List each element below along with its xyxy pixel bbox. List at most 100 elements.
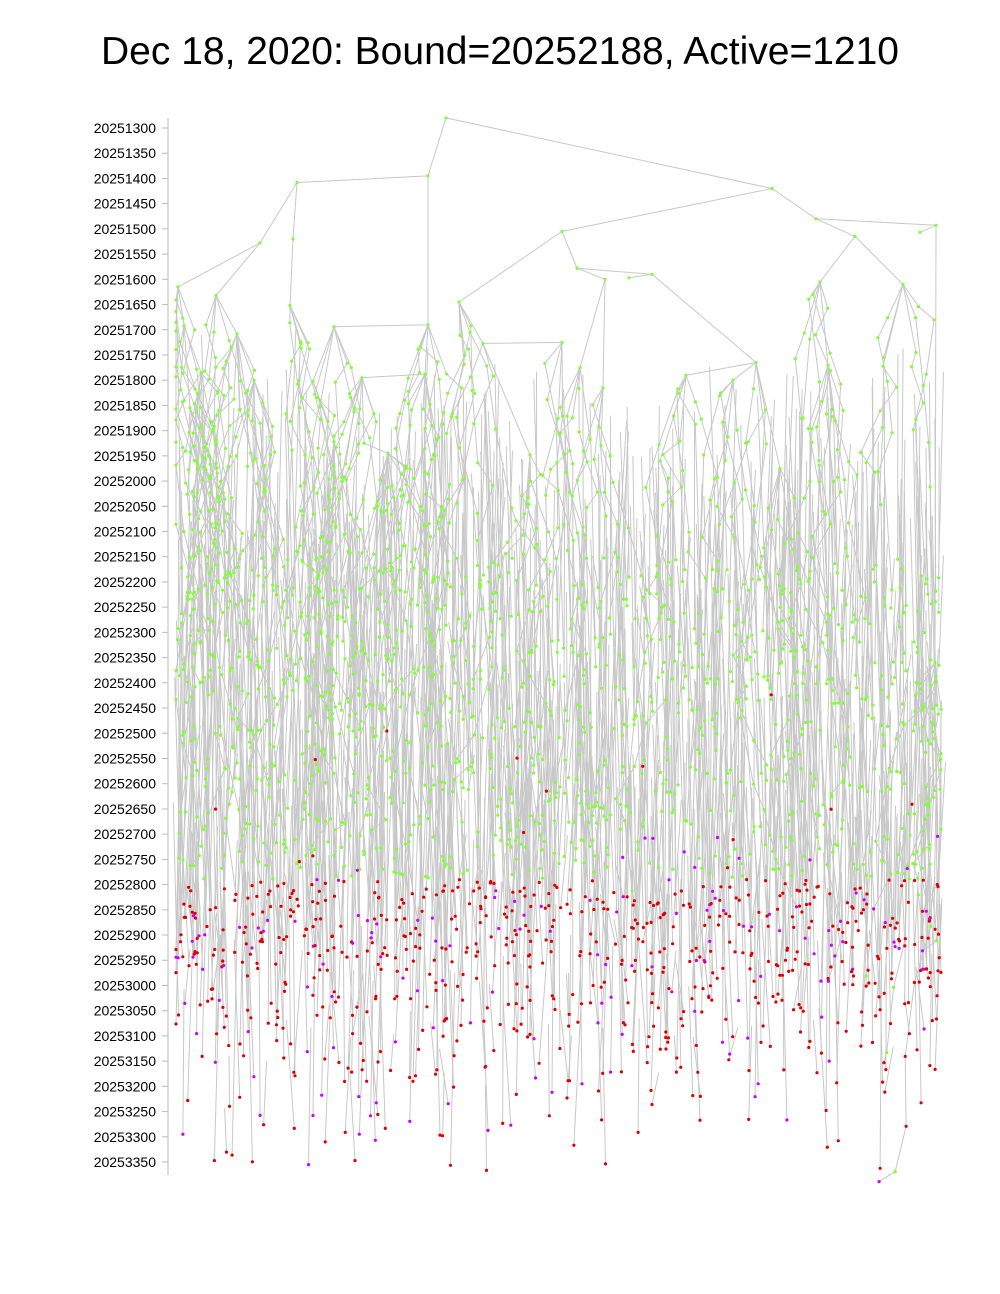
tree-node [617,698,621,702]
tree-node [227,338,231,343]
tree-node [305,679,309,683]
tree-node [751,387,756,391]
tree-edge [513,834,520,1029]
tree-edge [242,915,250,963]
tree-edge [328,855,334,1048]
tree-edge [291,676,295,894]
tree-node [595,897,599,901]
tree-edge [853,721,861,889]
tree-node [232,570,236,575]
tree-edge [394,654,398,772]
tree-node [448,944,452,948]
tree-node [491,592,495,596]
tree-node [203,777,207,781]
tree-edge [219,882,224,951]
tree-node [208,462,212,466]
tree-node [681,903,686,907]
tree-edge [637,1018,640,1133]
tree-node [633,918,637,922]
tree-node [913,722,917,726]
tree-edge [878,1171,896,1183]
tree-edge [262,899,268,942]
tree-node [765,678,770,682]
tree-edge [827,365,836,421]
tree-node [921,878,925,882]
tree-node [404,771,408,775]
tree-edge [563,512,566,677]
tree-node [398,588,402,593]
tree-edge [911,352,917,367]
tree-node [275,1009,279,1013]
tree-node [774,722,778,727]
tree-node [543,906,547,910]
tree-node [841,930,845,935]
tree-node [933,680,938,684]
tree-node [810,427,814,431]
tree-node [195,768,199,773]
tree-node [252,378,256,382]
tree-edge [345,479,351,515]
tree-node [654,575,658,579]
tree-edge [639,585,647,619]
tree-node [714,748,718,753]
tree-node [208,476,212,480]
tree-edge [428,454,434,524]
tree-edge [382,791,386,870]
tree-edge [367,793,376,893]
tree-edge [175,286,179,323]
tree-edge [348,521,357,738]
tree-node [618,582,622,587]
tree-node [275,593,279,597]
tree-edge [600,813,607,988]
tree-edge [586,661,595,873]
tree-node [395,847,399,852]
tree-node [269,435,273,439]
tree-node [282,1056,286,1060]
tree-edge [605,546,609,666]
tree-edge [179,325,185,391]
tree-node [687,698,691,702]
tree-edge [837,548,847,846]
tree-node [937,663,941,668]
tree-node [208,491,212,495]
tree-node [206,449,210,453]
tree-node [645,968,649,972]
tree-node [591,403,595,407]
tree-node [927,843,931,847]
tree-edge [414,506,421,550]
tree-edge [929,797,935,865]
tree-edge [755,362,781,469]
tree-node [805,550,809,554]
tree-edge [882,496,885,735]
tree-edge [583,580,590,809]
tree-node [346,700,351,704]
tree-node [437,527,441,531]
tree-node [829,792,833,796]
tree-node [603,277,607,281]
tree-node [342,420,346,424]
tree-edge [770,570,775,651]
tree-node [298,600,302,604]
tree-edge [184,949,191,1004]
tree-node [599,443,603,447]
tree-node [269,851,273,855]
tree-node [820,399,824,403]
tree-edge [408,458,412,563]
tree-node [334,671,338,675]
tree-node [411,667,415,671]
tree-node [514,519,518,523]
tree-node [931,723,936,727]
tree-node [283,773,287,777]
tree-node [246,692,250,696]
tree-node [217,998,221,1003]
tree-edge [227,499,234,583]
tree-node [556,488,560,493]
tree-edge [300,787,305,868]
tree-edge [443,541,451,587]
tree-node [519,744,523,749]
tree-node [645,921,649,926]
tree-edge [300,347,318,398]
tree-node [424,724,429,728]
tree-edge [693,914,704,989]
tree-node [526,1035,530,1039]
